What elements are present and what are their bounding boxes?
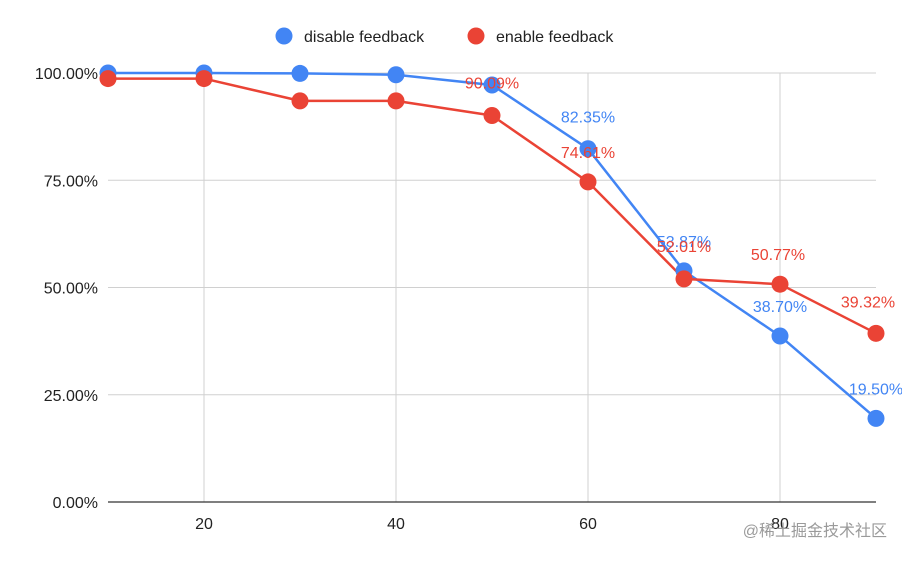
y-tick-label: 25.00%	[44, 388, 98, 405]
legend-marker	[275, 27, 293, 45]
legend-marker	[467, 27, 485, 45]
data-label: 52.01%	[657, 239, 711, 256]
data-labels: 82.35% 53.87% 38.70% 19.50% 90.09% 74.61% 52.0…	[465, 76, 902, 399]
data-label: 90.09%	[465, 76, 519, 93]
data-point	[99, 70, 117, 88]
series-line-0	[108, 71, 877, 420]
y-tick-label: 50.00%	[44, 281, 98, 298]
data-point	[387, 66, 405, 84]
x-tick-label: 40	[387, 516, 405, 533]
data-point	[387, 92, 405, 110]
axes: 0.00% 25.00% 50.00% 75.00% 100.00% 20 40 60 80	[35, 66, 876, 533]
y-tick-label: 100.00%	[35, 66, 98, 83]
data-point	[483, 76, 501, 94]
data-point	[675, 270, 693, 288]
y-tick-label: 75.00%	[44, 173, 98, 190]
legend-label: disable feedback	[304, 29, 425, 46]
data-point	[291, 92, 309, 110]
data-label: 53.87%	[657, 234, 711, 251]
data-label: 74.61%	[561, 145, 615, 162]
data-point	[195, 70, 213, 88]
data-point	[771, 327, 789, 345]
series-layer	[99, 64, 885, 427]
data-label: 50.77%	[751, 247, 805, 264]
data-label: 82.35%	[561, 110, 615, 127]
x-tick-label: 80	[771, 516, 789, 533]
data-label: 39.32%	[841, 294, 895, 311]
legend: disable feedback enable feedback	[275, 27, 614, 46]
watermark-text: @稀土掘金技术社区	[743, 522, 887, 540]
x-tick-label: 60	[579, 516, 597, 533]
grid	[108, 72, 876, 502]
data-point	[579, 173, 597, 191]
data-point	[867, 409, 885, 427]
data-label: 38.70%	[753, 299, 807, 316]
data-point	[483, 107, 501, 125]
x-tick-label: 20	[195, 516, 213, 533]
data-point	[867, 324, 885, 342]
data-point	[291, 64, 309, 82]
data-label: 19.50%	[849, 381, 902, 398]
legend-label: enable feedback	[496, 29, 614, 46]
y-tick-label: 0.00%	[53, 495, 98, 512]
data-point	[579, 140, 597, 158]
data-point	[771, 275, 789, 293]
